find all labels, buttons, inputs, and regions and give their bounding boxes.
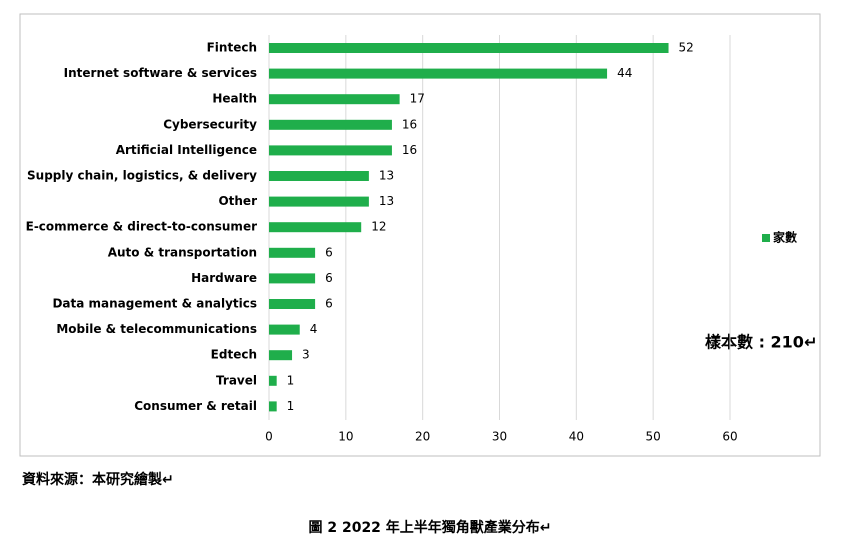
- value-label: 4: [310, 322, 318, 336]
- x-tick-label: 20: [415, 430, 430, 444]
- y-tick-label: Mobile & telecommunications: [56, 322, 257, 336]
- figure-caption: 圖 2 2022 年上半年獨角獸產業分布↵: [308, 519, 551, 536]
- value-label: 3: [302, 348, 310, 362]
- bar: [269, 273, 316, 284]
- bar: [269, 171, 369, 181]
- value-label: 1: [287, 373, 295, 387]
- value-label: 16: [402, 117, 417, 131]
- x-tick-label: 30: [492, 430, 507, 444]
- value-label: 13: [379, 194, 394, 208]
- x-tick-label: 60: [722, 430, 737, 444]
- value-label: 6: [325, 271, 333, 285]
- y-tick-label: Data management & analytics: [52, 297, 257, 311]
- chart-frame: [19, 13, 821, 457]
- annotation: 樣本數 : 210↵: [705, 333, 817, 352]
- y-tick-label: Internet software & services: [64, 66, 257, 80]
- legend-label: 家數: [773, 230, 797, 245]
- value-label: 6: [325, 245, 333, 259]
- y-tick-label: Fintech: [207, 41, 257, 55]
- x-tick-label: 40: [569, 430, 584, 444]
- y-tick-label: E-commerce & direct-to-consumer: [26, 220, 257, 234]
- value-label: 1: [287, 399, 295, 413]
- x-tick-label: 50: [646, 430, 661, 444]
- y-tick-label: Other: [218, 194, 257, 208]
- value-label: 12: [371, 220, 386, 234]
- y-tick-label: Cybersecurity: [163, 117, 257, 131]
- bar: [269, 375, 277, 386]
- value-label: 16: [402, 143, 417, 157]
- bar: [269, 43, 669, 53]
- y-tick-label: Travel: [216, 373, 257, 387]
- bar: [269, 145, 392, 156]
- value-label: 6: [325, 297, 333, 311]
- bar: [269, 222, 362, 233]
- source-note: 資料來源：本研究繪製↵: [22, 471, 174, 488]
- bar: [269, 324, 300, 335]
- bar: [269, 401, 277, 412]
- value-label: 44: [617, 66, 632, 80]
- y-tick-label: Hardware: [191, 271, 257, 285]
- x-tick-label: 0: [265, 430, 273, 444]
- value-label: 13: [379, 169, 394, 183]
- bar: [269, 247, 316, 258]
- y-tick-label: Artificial Intelligence: [116, 143, 257, 157]
- bar: [269, 119, 392, 130]
- y-tick-label: Edtech: [211, 348, 257, 362]
- bar: [269, 68, 608, 79]
- bar: [269, 94, 400, 105]
- bar: [269, 299, 316, 309]
- value-label: 17: [410, 92, 425, 106]
- legend-swatch: [762, 234, 770, 242]
- bar: [269, 350, 293, 361]
- y-tick-label: Auto & transportation: [108, 245, 257, 259]
- value-label: 52: [679, 41, 694, 55]
- x-tick-label: 10: [338, 430, 353, 444]
- y-tick-label: Consumer & retail: [134, 399, 257, 413]
- y-tick-label: Health: [212, 92, 257, 106]
- y-tick-label: Supply chain, logistics, & delivery: [27, 169, 257, 183]
- bar: [269, 196, 369, 207]
